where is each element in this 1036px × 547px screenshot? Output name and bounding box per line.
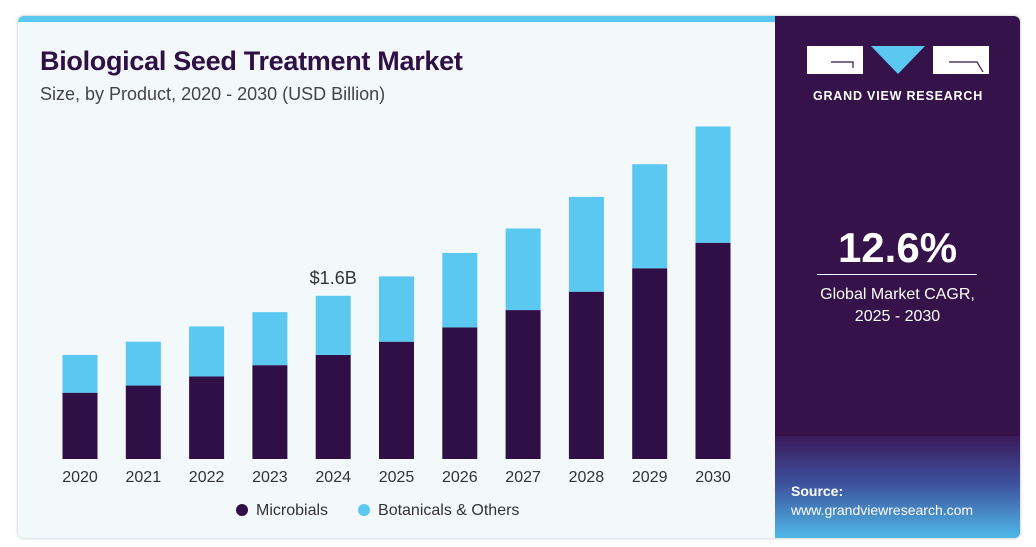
infographic-card: Biological Seed Treatment Market Size, b… <box>18 16 1020 538</box>
bar-botanicals-2021 <box>125 341 161 386</box>
x-tick-label: 2025 <box>379 469 415 486</box>
bar-botanicals-2028 <box>568 196 604 292</box>
divider <box>817 274 977 275</box>
bar-microbials-2023 <box>252 365 288 459</box>
bar-botanicals-2030 <box>695 126 731 243</box>
legend-item-microbials: Microbials <box>236 502 328 520</box>
legend-label: Microbials <box>256 502 329 519</box>
x-tick-label: 2027 <box>505 469 541 486</box>
bar-microbials-2021 <box>125 385 161 459</box>
bar-botanicals-2022 <box>189 326 225 377</box>
bar-botanicals-2027 <box>505 228 541 311</box>
legend-item-botanicals: Botanicals & Others <box>358 502 519 520</box>
x-tick-label: 2023 <box>252 469 288 486</box>
x-tick-label: 2026 <box>442 469 478 486</box>
legend-label: Botanicals & Others <box>378 502 520 519</box>
bar-microbials-2026 <box>442 327 478 459</box>
x-tick-label: 2030 <box>695 469 731 486</box>
cagr-value: 12.6% <box>837 224 958 271</box>
legend-swatch <box>358 504 371 516</box>
chart-title: Biological Seed Treatment Market <box>40 46 463 76</box>
bar-botanicals-2029 <box>632 164 668 269</box>
source-label: Source: <box>791 483 844 499</box>
legend: Microbials Botanicals & Others <box>236 502 519 520</box>
bar-botanicals-2023 <box>252 312 288 366</box>
bar-microbials-2024 <box>315 354 351 459</box>
chart-panel: Biological Seed Treatment Market Size, b… <box>18 16 775 538</box>
bar-microbials-2025 <box>379 341 414 459</box>
side-panel: GRAND VIEW RESEARCH 12.6% Global Market … <box>775 16 1020 538</box>
bar-botanicals-2025 <box>379 276 414 342</box>
x-tick-label: 2021 <box>126 469 162 486</box>
chart-subtitle: Size, by Product, 2020 - 2030 (USD Billi… <box>40 84 386 104</box>
bar-chart: 2020 2021 2022 2023 2024 $1.6B 2025 2026 2027 202… <box>62 126 731 486</box>
bar-microbials-2027 <box>505 310 541 459</box>
bar-botanicals-2024 <box>315 295 351 355</box>
bar-microbials-2029 <box>632 268 668 459</box>
brand-logo: GRAND VIEW RESEARCH <box>807 44 989 103</box>
bar-botanicals-2020 <box>62 354 98 393</box>
x-tick-label: 2020 <box>62 469 98 486</box>
source-url: www.grandviewresearch.com <box>791 502 974 518</box>
bar-microbials-2022 <box>189 376 225 459</box>
data-label: $1.6B <box>310 268 357 288</box>
x-tick-label: 2024 <box>315 469 351 486</box>
cagr-label-line1: Global Market CAGR, <box>820 286 975 303</box>
bar-microbials-2020 <box>62 392 98 459</box>
grid-background <box>775 436 1020 538</box>
cagr-label: Global Market CAGR, 2025 - 2030 <box>775 284 1020 328</box>
gvr-logo-icon <box>807 46 989 74</box>
x-tick-label: 2029 <box>632 469 668 486</box>
source: Source: www.grandviewresearch.com <box>791 482 973 520</box>
brand-name: GRAND VIEW RESEARCH <box>812 89 984 103</box>
bar-microbials-2028 <box>568 291 604 459</box>
x-tick-label: 2028 <box>569 469 605 486</box>
x-tick-label: 2022 <box>189 469 225 486</box>
legend-swatch <box>236 504 248 516</box>
bar-botanicals-2026 <box>442 252 478 328</box>
cagr-label-line2: 2025 - 2030 <box>854 308 941 325</box>
bar-microbials-2030 <box>695 242 731 459</box>
